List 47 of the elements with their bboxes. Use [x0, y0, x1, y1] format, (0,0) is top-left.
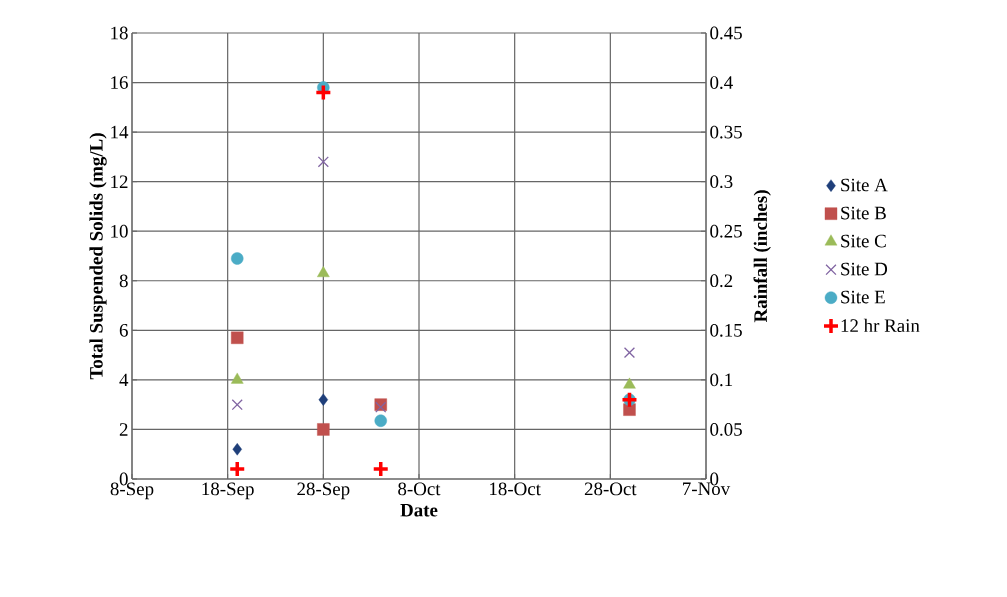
point	[317, 156, 329, 168]
x-tick-label: 18-Oct	[490, 482, 541, 496]
y2-tick-label: 0.35	[710, 125, 742, 139]
y-tick-label: 14	[111, 125, 129, 139]
legend-label: Site A	[841, 178, 888, 192]
y2-axis-title: Rainfall (inches)	[753, 190, 771, 323]
y2-tick-label: 0.45	[710, 26, 742, 40]
y-tick-label: 18	[111, 26, 128, 40]
y-tick-label: 4	[119, 373, 129, 387]
y2-tick-label: 0.15	[710, 323, 742, 337]
x-tick-label: 28-Oct	[584, 482, 637, 496]
point	[230, 372, 244, 384]
y-axis-title: Total Suspended Solids (mg/L)	[89, 133, 107, 380]
point	[231, 399, 243, 411]
x-axis-title: Date	[400, 503, 438, 517]
legend-label: Site B	[841, 206, 886, 220]
point	[314, 83, 333, 102]
y-tick-label: 16	[111, 76, 128, 89]
x-tick-label: 18-Sep	[202, 482, 254, 500]
y2-tick-label: 0.25	[710, 224, 742, 238]
y2-tick-label: 0.05	[710, 423, 742, 436]
point	[317, 266, 330, 278]
point	[232, 443, 242, 456]
point	[231, 331, 244, 344]
y2-tick-label: 0.4	[710, 76, 733, 89]
point	[228, 460, 246, 478]
point	[374, 414, 387, 427]
y-tick-label: 6	[119, 323, 128, 337]
point	[231, 252, 244, 265]
y-tick-label: 10	[111, 224, 128, 238]
point	[317, 423, 330, 436]
legend-label: Site C	[841, 234, 886, 248]
point	[623, 377, 636, 389]
y2-tick-label: 0.2	[710, 274, 733, 288]
point	[371, 460, 390, 478]
y2-tick-label: 0.1	[710, 373, 733, 387]
legend-label: Site E	[841, 290, 885, 304]
point	[623, 347, 636, 359]
y2-tick-label: 0.3	[710, 175, 733, 189]
x-tick-label: 28-Sep	[297, 482, 350, 500]
y-tick-label: 8	[119, 274, 128, 288]
legend-label: 12 hr Rain	[841, 318, 920, 333]
y-tick-label: 2	[119, 423, 128, 436]
point	[318, 393, 329, 406]
legend-label: Site D	[841, 262, 888, 276]
y-tick-label: 12	[111, 175, 128, 188]
x-tick-label: 8-Oct	[398, 482, 441, 496]
